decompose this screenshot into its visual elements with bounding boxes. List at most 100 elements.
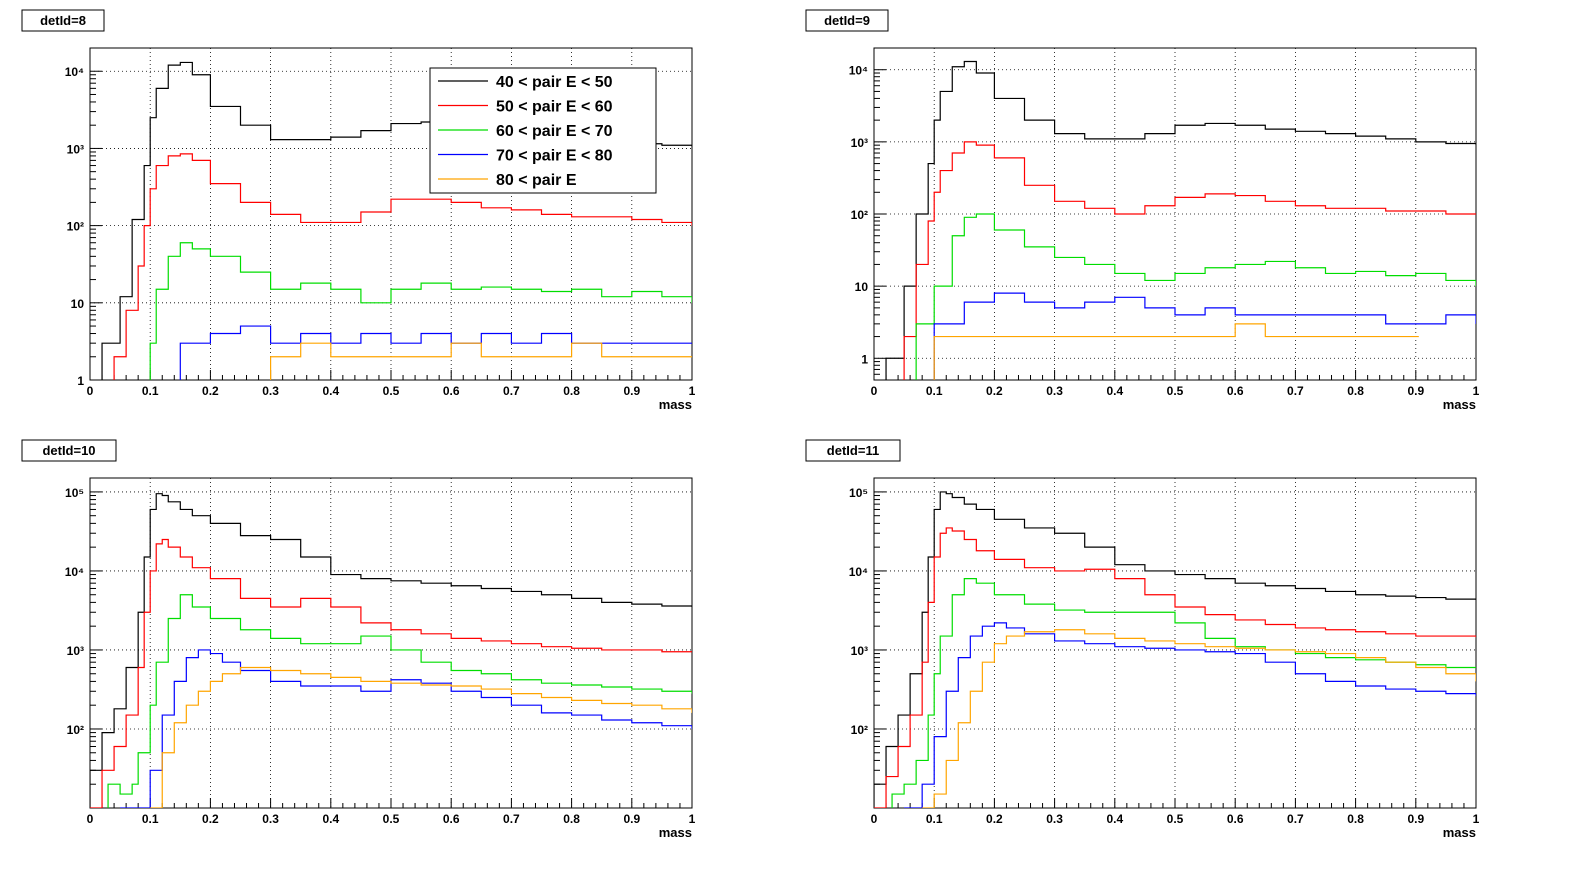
y-axis: 1 10 10² 10³ 10⁴ [849, 47, 886, 381]
x-tick-label: 0.1 [142, 384, 159, 398]
chart-panel-1: detId=90 0.1 0.2 0.3 0.4 0.5 0.6 0.7 0.8 0.9 1mass… [805, 9, 1480, 412]
series-line-0 [90, 493, 692, 808]
x-tick-label: 0.4 [1106, 812, 1123, 826]
y-tick-label: 10³ [851, 644, 868, 658]
panel-title: detId=9 [824, 13, 870, 28]
x-axis-label: mass [659, 397, 692, 412]
x-tick-label: 1 [1473, 812, 1480, 826]
y-tick-label: 10³ [851, 136, 868, 150]
series-line-0 [874, 491, 1476, 808]
x-tick-label: 0.8 [1347, 384, 1364, 398]
x-tick-label: 0.8 [563, 812, 580, 826]
series-line-1 [90, 538, 692, 808]
x-tick-label: 1 [1473, 384, 1480, 398]
x-tick-label: 0.5 [1167, 812, 1184, 826]
y-tick-label: 10⁵ [849, 486, 868, 500]
series-line-2 [107, 594, 692, 808]
series-line-2 [915, 213, 1476, 380]
x-tick-label: 0.9 [623, 812, 640, 826]
x-tick-label: 0.7 [503, 812, 520, 826]
grid [90, 48, 692, 380]
y-tick-label: 10⁴ [849, 565, 868, 579]
x-tick-label: 0.1 [926, 812, 943, 826]
x-tick-label: 0.4 [1106, 384, 1123, 398]
series-line-4 [150, 666, 692, 808]
x-tick-label: 0.3 [1046, 384, 1063, 398]
y-tick-label: 10² [67, 723, 84, 737]
x-tick-label: 0.7 [1287, 384, 1304, 398]
x-tick-label: 1 [689, 812, 696, 826]
y-axis: 10² 10³ 10⁴ 10⁵ [849, 486, 886, 809]
y-tick-label: 10⁵ [65, 486, 84, 500]
y-tick-label: 10 [71, 297, 85, 311]
panel-title: detId=11 [827, 443, 879, 458]
panel-title-box: detId=9 [805, 9, 889, 32]
x-axis-label: mass [1443, 397, 1476, 412]
x-tick-label: 0.9 [623, 384, 640, 398]
x-tick-label: 0.4 [322, 384, 339, 398]
y-tick-label: 1 [77, 374, 84, 388]
x-tick-label: 0 [87, 384, 94, 398]
y-tick-label: 10³ [67, 644, 84, 658]
legend-entry: 50 < pair E < 60 [496, 99, 613, 116]
chart-panel-0: detId=80 0.1 0.2 0.3 0.4 0.5 0.6 0.7 0.8 0.9 1mass… [21, 9, 696, 412]
x-tick-label: 0.6 [443, 384, 460, 398]
y-tick-label: 10² [851, 723, 868, 737]
x-tick-label: 0.9 [1407, 384, 1424, 398]
y-tick-label: 10 [855, 280, 869, 294]
panel-title: detId=8 [40, 13, 86, 28]
x-tick-label: 0.2 [986, 812, 1003, 826]
series-line-1 [903, 141, 1476, 380]
y-tick-label: 10⁴ [65, 565, 84, 579]
series-line-4 [933, 323, 1419, 380]
y-tick-label: 10⁴ [849, 64, 868, 78]
panel-title-box: detId=8 [21, 9, 105, 32]
legend-entry: 80 < pair E [496, 172, 577, 189]
x-tick-label: 0.6 [1227, 812, 1244, 826]
x-tick-label: 0.1 [142, 812, 159, 826]
x-tick-label: 0.5 [383, 812, 400, 826]
y-axis: 1 10 10² 10³ 10⁴ [65, 47, 102, 388]
x-tick-label: 1 [689, 384, 696, 398]
legend: 40 < pair E < 50 50 < pair E < 60 60 < pai… [429, 67, 657, 194]
panel-title-box: detId=11 [805, 439, 901, 462]
series-line-4 [922, 629, 1476, 808]
x-axis-label: mass [659, 825, 692, 840]
x-tick-label: 0.7 [503, 384, 520, 398]
y-tick-label: 10³ [67, 142, 84, 156]
x-tick-label: 0.3 [1046, 812, 1063, 826]
x-tick-label: 0.8 [1347, 812, 1364, 826]
series-line-4 [270, 342, 692, 380]
x-tick-label: 0.1 [926, 384, 943, 398]
x-tick-label: 0.9 [1407, 812, 1424, 826]
series-line-2 [149, 242, 692, 380]
x-tick-label: 0.2 [986, 384, 1003, 398]
series-line-3 [179, 325, 692, 380]
x-tick-label: 0.2 [202, 812, 219, 826]
y-tick-label: 10² [67, 220, 84, 234]
series-line-1 [874, 527, 1476, 808]
x-tick-label: 0.8 [563, 384, 580, 398]
chart-panel-3: detId=11 0 0.1 0.2 0.3 0.4 0.5 0.6 0.7 0.8 0.9 1mas… [805, 439, 1480, 840]
y-tick-label: 1 [861, 352, 868, 366]
x-tick-label: 0.6 [1227, 384, 1244, 398]
series-line-1 [113, 153, 692, 380]
x-tick-label: 0 [871, 812, 878, 826]
x-tick-label: 0 [871, 384, 878, 398]
x-tick-label: 0.7 [1287, 812, 1304, 826]
x-tick-label: 0.2 [202, 384, 219, 398]
y-tick-label: 10⁴ [65, 65, 84, 79]
x-tick-label: 0.5 [383, 384, 400, 398]
x-tick-label: 0.6 [443, 812, 460, 826]
x-tick-label: 0.5 [1167, 384, 1184, 398]
y-axis: 10² 10³ 10⁴ 10⁵ [65, 486, 102, 809]
x-tick-label: 0.3 [262, 812, 279, 826]
y-tick-label: 10² [851, 208, 868, 222]
legend-entry: 70 < pair E < 80 [496, 148, 613, 165]
chart-panel-2: detId=10 0 0.1 0.2 0.3 0.4 0.5 0.6 0.7 0.8 0.9 1mas… [21, 439, 696, 840]
